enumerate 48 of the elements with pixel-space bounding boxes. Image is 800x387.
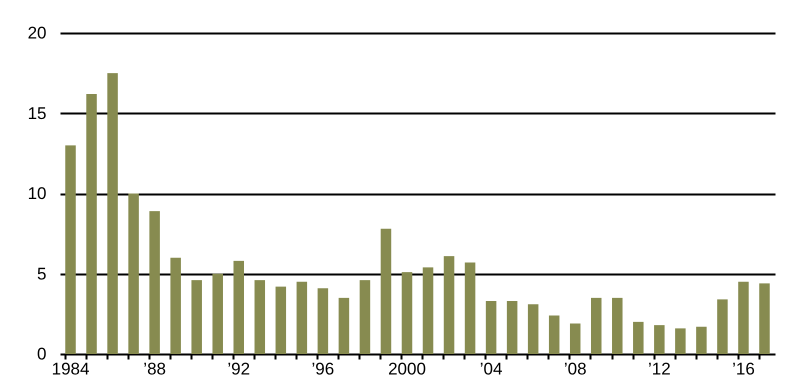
bar [128, 194, 139, 354]
bar [318, 288, 328, 354]
y-tick-label: 20 [28, 24, 46, 42]
bar [212, 274, 223, 354]
bar [65, 145, 76, 354]
bar [444, 256, 454, 354]
x-tick-label: ’92 [227, 360, 250, 378]
bar [717, 299, 728, 354]
bar [486, 301, 496, 354]
bar [107, 73, 118, 354]
bar [191, 280, 202, 354]
bar [633, 322, 644, 354]
bar [338, 298, 350, 354]
bar [296, 282, 308, 354]
bar [612, 298, 623, 354]
bar [149, 211, 160, 354]
bar [360, 280, 370, 354]
bar [654, 325, 665, 354]
bar [402, 272, 412, 354]
x-tick-label: ’96 [312, 360, 334, 378]
y-tick-label: 15 [28, 104, 46, 123]
y-tick-label: 10 [28, 184, 46, 203]
bar [528, 304, 538, 354]
x-tick-label: ’16 [732, 360, 755, 378]
bar [548, 315, 560, 354]
bar [506, 301, 518, 354]
bar [464, 262, 476, 354]
bar [276, 286, 286, 354]
y-tick-label: 5 [37, 264, 46, 284]
bar [86, 94, 97, 354]
x-tick-label: ’08 [564, 360, 587, 378]
x-tick-label: ’88 [143, 360, 166, 378]
x-tick-label: 2000 [388, 360, 426, 378]
y-tick-label: 0 [37, 344, 46, 364]
bar [570, 324, 580, 354]
bar [759, 283, 770, 354]
bar [590, 298, 602, 354]
bar [422, 267, 434, 354]
x-tick-label: 1984 [52, 360, 90, 378]
bar [380, 228, 392, 354]
bar [233, 260, 244, 354]
bar [170, 258, 181, 354]
x-tick-label: ’12 [648, 360, 671, 378]
bar [738, 282, 749, 354]
bar [254, 280, 266, 354]
bar [675, 328, 686, 354]
x-tick-label: ’04 [480, 360, 502, 378]
bar [696, 326, 707, 354]
